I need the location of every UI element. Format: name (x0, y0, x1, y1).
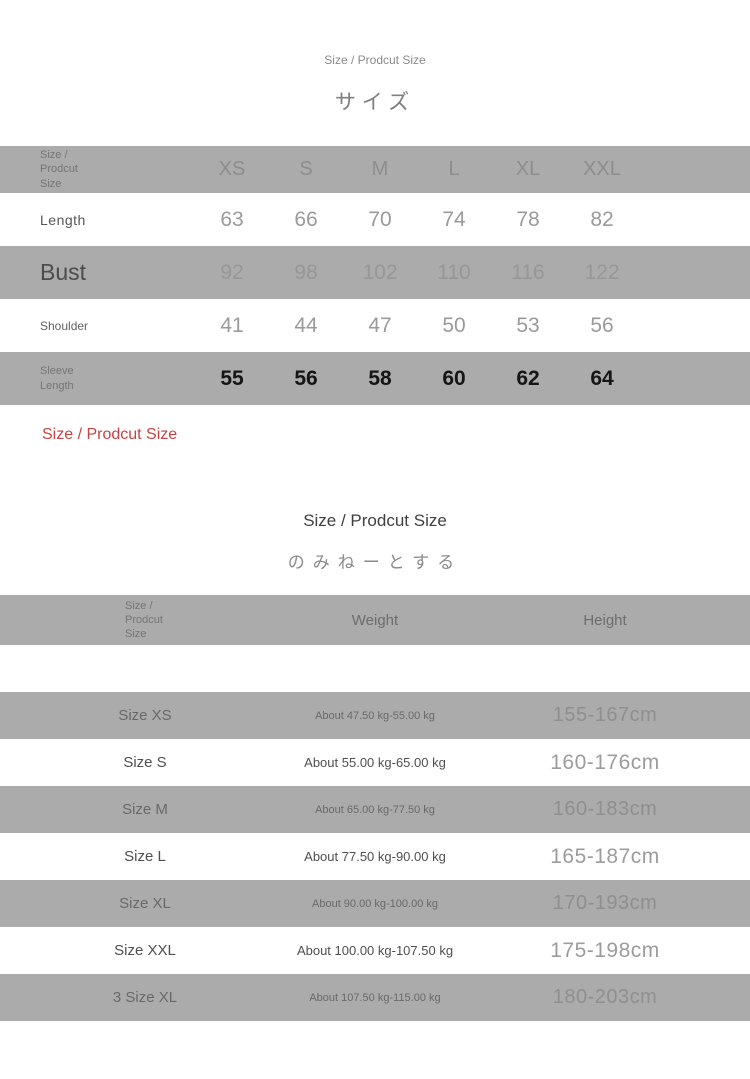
table-row-size-s: Size S About 55.00 kg-65.00 kg 160-176cm (0, 739, 750, 786)
cell-value: 74 (442, 207, 466, 231)
row-label-shoulder: Shoulder (40, 318, 89, 333)
section2-subtitle-japanese: のみねーとする (287, 553, 463, 572)
column-header-m: M (371, 158, 389, 180)
column-header-s: S (299, 158, 313, 180)
size-cell: Size S (123, 754, 167, 771)
cell-value: 102 (362, 260, 398, 284)
size-chart-table: Size / Prodcut Size XS S M L XL XXL Leng… (0, 146, 750, 405)
height-cell: 170-193cm (552, 892, 658, 914)
red-size-note: Size / Prodcut Size (42, 426, 178, 443)
size-chart-corner-label: Size / Prodcut Size (40, 149, 78, 190)
cell-value: 116 (511, 260, 545, 284)
size-cell: Size M (122, 801, 168, 818)
size-cell: Size XXL (114, 942, 176, 959)
table-row-size-xl: Size XL About 90.00 kg-100.00 kg 170-193… (0, 880, 750, 927)
cell-value: 70 (368, 207, 392, 231)
size-chart-header-row: Size / Prodcut Size XS S M L XL XXL (0, 146, 750, 193)
table-row-size-m: Size M About 65.00 kg-77.50 kg 160-183cm (0, 786, 750, 833)
size-cell: Size XL (119, 895, 171, 912)
cell-value: 82 (590, 207, 614, 231)
size-cell: Size XS (118, 707, 172, 724)
cell-value: 122 (584, 260, 620, 284)
size-cell: Size L (124, 848, 166, 865)
row-label-bust: Bust (40, 259, 87, 285)
cell-value: 60 (442, 366, 466, 390)
row-label-length: Length (40, 211, 86, 228)
weight-cell: About 100.00 kg-107.50 kg (296, 943, 454, 958)
table-row-length: Length 63 66 70 74 78 82 (0, 193, 750, 246)
height-cell: 160-183cm (552, 798, 658, 820)
weight-cell: About 55.00 kg-65.00 kg (304, 755, 446, 770)
height-cell: 180-203cm (552, 986, 658, 1008)
cell-value: 56 (294, 366, 318, 390)
cell-value: 44 (294, 313, 318, 337)
recommendation-corner-label: Size / Prodcut Size (125, 599, 163, 641)
section2-title: Size / Prodcut Size (303, 511, 447, 530)
height-cell: 165-187cm (550, 844, 660, 868)
row-label-sleeve-length: Sleeve Length (40, 365, 74, 392)
table-row-size-xs: Size XS About 47.50 kg-55.00 kg 155-167c… (0, 692, 750, 739)
cell-value: 64 (590, 366, 614, 390)
cell-value: 63 (220, 207, 244, 231)
weight-cell: About 47.50 kg-55.00 kg (315, 709, 435, 722)
weight-cell: About 90.00 kg-100.00 kg (312, 897, 438, 910)
section1-title-japanese: サイズ (334, 91, 416, 114)
cell-value: 58 (368, 366, 392, 390)
height-cell: 160-176cm (550, 750, 660, 774)
cell-value: 56 (590, 313, 614, 337)
cell-value: 66 (294, 207, 318, 231)
section1-subtitle: Size / Prodcut Size (324, 53, 426, 67)
cell-value: 92 (220, 260, 244, 284)
recommendation-header-row: Size / Prodcut Size Weight Height (0, 595, 750, 645)
weight-cell: About 65.00 kg-77.50 kg (315, 803, 435, 816)
size-cell: 3 Size XL (112, 989, 178, 1006)
table-row-bust: Bust 92 98 102 110 116 122 (0, 246, 750, 299)
table-row-size-3xl: 3 Size XL About 107.50 kg-115.00 kg 180-… (0, 974, 750, 1021)
column-header-xs: XS (218, 158, 246, 180)
column-header-weight: Weight (351, 611, 399, 629)
cell-value: 98 (294, 260, 318, 284)
cell-value: 41 (220, 313, 244, 337)
column-header-xl: XL (515, 158, 541, 180)
table-spacer-row (0, 645, 750, 692)
recommendation-table: Size / Prodcut Size Weight Height Size X… (0, 595, 750, 1021)
cell-value: 53 (516, 313, 540, 337)
height-cell: 175-198cm (550, 938, 660, 962)
table-row-size-xxl: Size XXL About 100.00 kg-107.50 kg 175-1… (0, 927, 750, 974)
cell-value: 110 (437, 260, 471, 284)
weight-cell: About 107.50 kg-115.00 kg (309, 991, 441, 1004)
column-header-height: Height (583, 611, 627, 629)
table-row-size-l: Size L About 77.50 kg-90.00 kg 165-187cm (0, 833, 750, 880)
cell-value: 78 (516, 207, 540, 231)
weight-cell: About 77.50 kg-90.00 kg (304, 849, 446, 864)
cell-value: 50 (442, 313, 466, 337)
column-header-l: L (448, 158, 460, 180)
cell-value: 55 (220, 366, 244, 390)
cell-value: 47 (368, 313, 392, 337)
column-header-xxl: XXL (583, 158, 621, 180)
cell-value: 62 (516, 366, 540, 390)
height-cell: 155-167cm (552, 704, 658, 726)
table-row-sleeve-length: Sleeve Length 55 56 58 60 62 64 (0, 352, 750, 405)
table-row-shoulder: Shoulder 41 44 47 50 53 56 (0, 299, 750, 352)
